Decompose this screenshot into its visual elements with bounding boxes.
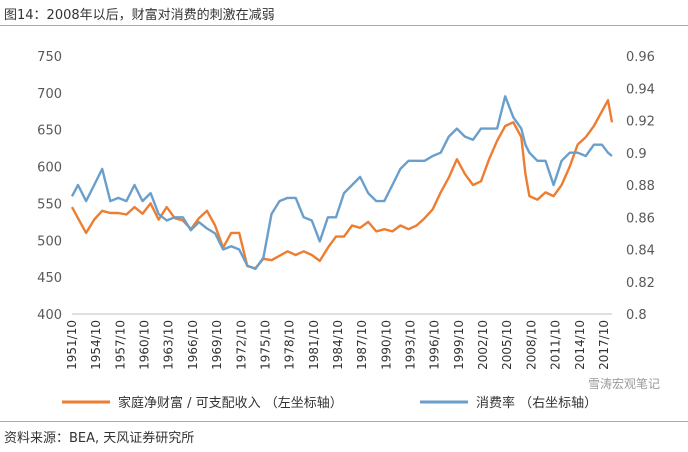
series-line-wealth — [70, 98, 614, 270]
x-tick-label: 1975/10 — [258, 320, 272, 370]
left-axis: 400 450 500 550 600 650 700 750 — [37, 50, 62, 323]
source-note: 资料来源：BEA, 天风证券研究所 — [4, 431, 195, 446]
x-tick-label: 1957/10 — [113, 320, 127, 370]
left-tick-label: 500 — [37, 234, 62, 249]
plot-area — [70, 95, 614, 315]
x-tick-label: 1963/10 — [162, 320, 176, 370]
x-tick-label: 1966/10 — [186, 320, 200, 370]
x-tick-label: 1999/10 — [452, 320, 466, 370]
left-tick-label: 600 — [37, 161, 62, 176]
right-tick-label: 0.88 — [626, 179, 655, 194]
chart: 400 450 500 550 600 650 700 750 0.8 0.82 0.84 0.86… — [37, 50, 660, 411]
left-tick-label: 400 — [37, 308, 62, 323]
left-tick-label: 750 — [37, 50, 62, 65]
left-tick-label: 550 — [37, 197, 62, 212]
right-tick-label: 0.92 — [626, 115, 655, 130]
x-tick-label: 1984/10 — [331, 320, 345, 370]
x-axis: 1951/10 1954/10 1957/10 1960/10 1963/10 1966/… — [65, 320, 611, 370]
right-tick-label: 0.8 — [626, 308, 647, 323]
x-tick-label: 2017/10 — [597, 320, 611, 370]
x-tick-label: 1951/10 — [65, 320, 79, 370]
x-tick-label: 1987/10 — [355, 320, 369, 370]
right-tick-label: 0.94 — [626, 82, 655, 97]
x-tick-label: 2008/10 — [524, 320, 538, 370]
bottom-rule — [0, 421, 688, 422]
right-axis: 0.8 0.82 0.84 0.86 0.88 0.9 0.92 0.94 0.96 — [626, 50, 655, 323]
x-tick-label: 2014/10 — [573, 320, 587, 370]
legend-label-wealth: 家庭净财富 / 可支配收入 （左坐标轴） — [118, 395, 343, 411]
right-tick-label: 0.82 — [626, 276, 655, 291]
x-tick-label: 2002/10 — [476, 320, 490, 370]
watermark-text: 雪涛宏观笔记 — [588, 376, 660, 391]
x-tick-label: 1954/10 — [89, 320, 103, 370]
legend: 家庭净财富 / 可支配收入 （左坐标轴） 消费率 （右坐标轴） — [62, 395, 597, 411]
x-tick-label: 1969/10 — [210, 320, 224, 370]
right-tick-label: 0.9 — [626, 147, 647, 162]
right-tick-label: 0.84 — [626, 244, 655, 259]
series-line-consumption — [70, 95, 613, 271]
x-tick-label: 1978/10 — [283, 320, 297, 370]
x-tick-label: 1990/10 — [379, 320, 393, 370]
x-tick-label: 1981/10 — [307, 320, 321, 370]
left-tick-label: 700 — [37, 87, 62, 102]
x-tick-label: 1996/10 — [428, 320, 442, 370]
x-tick-label: 2005/10 — [500, 320, 514, 370]
x-tick-label: 1972/10 — [234, 320, 248, 370]
chart-title: 图14：2008年以后，财富对消费的刺激在减弱 — [4, 8, 275, 23]
left-tick-label: 450 — [37, 271, 62, 286]
x-tick-label: 2011/10 — [549, 320, 563, 370]
right-tick-label: 0.86 — [626, 211, 655, 226]
right-tick-label: 0.96 — [626, 50, 655, 65]
left-tick-label: 650 — [37, 124, 62, 139]
x-tick-label: 1960/10 — [138, 320, 152, 370]
x-tick-label: 1993/10 — [404, 320, 418, 370]
legend-label-consumption: 消费率 （右坐标轴） — [476, 395, 597, 411]
top-rule — [0, 25, 688, 26]
